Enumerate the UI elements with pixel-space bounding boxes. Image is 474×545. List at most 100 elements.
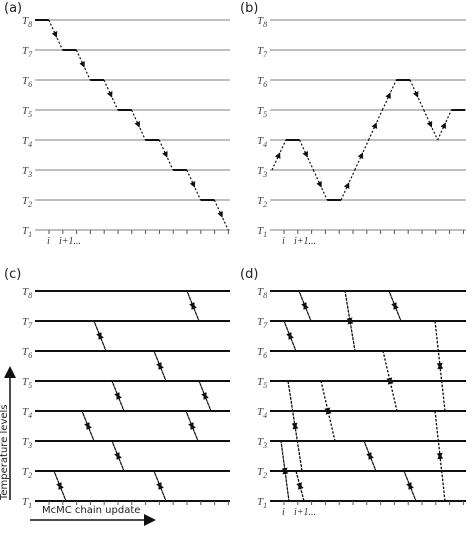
level-label: T2: [257, 466, 267, 480]
level-symbol: T: [257, 436, 264, 448]
level-symbol: T: [22, 346, 29, 358]
level-symbol: T: [257, 496, 264, 508]
level-subscript: 8: [28, 20, 32, 29]
level-label: T7: [22, 45, 33, 59]
level-label: T3: [22, 165, 32, 179]
level-subscript: 7: [28, 321, 33, 330]
level-subscript: 8: [263, 291, 267, 300]
level-label: T6: [22, 75, 32, 89]
level-symbol: T: [22, 45, 29, 57]
level-subscript: 3: [262, 170, 267, 179]
level-symbol: T: [22, 436, 29, 448]
level-symbol: T: [257, 466, 264, 478]
x-label: i: [282, 236, 285, 247]
swap: [111, 440, 125, 472]
level-label: T8: [22, 15, 32, 29]
level-subscript: 2: [28, 200, 32, 209]
trajectory-swap: [131, 109, 146, 141]
level-symbol: T: [257, 135, 264, 147]
level-label: T6: [22, 346, 32, 360]
level-label: T2: [22, 466, 32, 480]
swap: [283, 320, 297, 352]
level-label: T6: [257, 75, 267, 89]
level-label: T5: [257, 105, 267, 119]
level-symbol: T: [257, 406, 264, 418]
swap: [298, 290, 312, 322]
swap: [53, 470, 67, 502]
level-label: T4: [257, 406, 267, 420]
level-label: T6: [257, 346, 267, 360]
level-symbol: T: [257, 15, 264, 27]
trajectory-swap: [409, 79, 425, 111]
level-label: T1: [22, 496, 32, 510]
level-subscript: 3: [262, 441, 267, 450]
trajectory-swap: [75, 49, 91, 81]
x-axis-label: McMC chain update: [42, 505, 140, 516]
x-label: i: [282, 507, 285, 518]
level-symbol: T: [22, 195, 29, 207]
level-label: T2: [22, 195, 32, 209]
level-symbol: T: [257, 195, 264, 207]
level-symbol: T: [257, 75, 264, 87]
x-label: i: [47, 236, 50, 247]
level-symbol: T: [22, 466, 29, 478]
level-symbol: T: [22, 376, 29, 388]
level-symbol: T: [22, 135, 29, 147]
level-label: T5: [257, 376, 267, 390]
level-label: T5: [22, 105, 32, 119]
swap: [403, 470, 417, 502]
level-symbol: T: [22, 165, 29, 177]
trajectory-swap: [437, 109, 452, 141]
level-label: T4: [22, 135, 32, 149]
level-symbol: T: [22, 286, 29, 298]
panel-label: (b): [240, 1, 258, 16]
level-label: T7: [257, 45, 268, 59]
level-subscript: 4: [263, 411, 267, 420]
level-symbol: T: [257, 376, 264, 388]
trajectory-swap: [213, 199, 229, 231]
trajectory-swap: [423, 109, 439, 141]
level-subscript: 7: [263, 321, 268, 330]
level-symbol: T: [257, 286, 264, 298]
level-label: T1: [22, 225, 32, 239]
level-subscript: 2: [28, 471, 32, 480]
level-symbol: T: [22, 15, 29, 27]
swap: [388, 290, 402, 322]
swap: [153, 350, 167, 382]
level-label: T3: [257, 165, 267, 179]
level-subscript: 2: [263, 200, 267, 209]
level-subscript: 5: [263, 381, 267, 390]
swap: [295, 470, 305, 502]
swap: [186, 290, 200, 322]
level-subscript: 5: [263, 110, 267, 119]
level-symbol: T: [257, 316, 264, 328]
level-subscript: 6: [263, 80, 267, 89]
level-label: T4: [22, 406, 32, 420]
level-symbol: T: [22, 316, 29, 328]
level-label: T8: [22, 286, 32, 300]
level-subscript: 7: [28, 50, 33, 59]
panel-label: (d): [240, 267, 258, 282]
level-subscript: 1: [263, 501, 267, 510]
level-label: T3: [22, 436, 32, 450]
level-subscript: 7: [263, 50, 268, 59]
swap: [93, 320, 107, 352]
level-symbol: T: [257, 165, 264, 177]
x-label: i+1...: [59, 236, 81, 247]
level-label: T8: [257, 15, 267, 29]
level-subscript: 8: [28, 291, 32, 300]
level-subscript: 5: [28, 381, 32, 390]
trajectory-swap: [271, 139, 287, 171]
trajectory-swap: [186, 169, 202, 201]
level-label: T7: [257, 316, 268, 330]
trajectory-swap: [299, 139, 314, 171]
swap: [111, 380, 125, 412]
level-subscript: 1: [28, 230, 32, 239]
level-label: T2: [257, 195, 267, 209]
level-symbol: T: [22, 75, 29, 87]
level-subscript: 4: [28, 411, 32, 420]
level-symbol: T: [257, 225, 264, 237]
level-subscript: 1: [28, 501, 32, 510]
swap: [81, 410, 95, 442]
